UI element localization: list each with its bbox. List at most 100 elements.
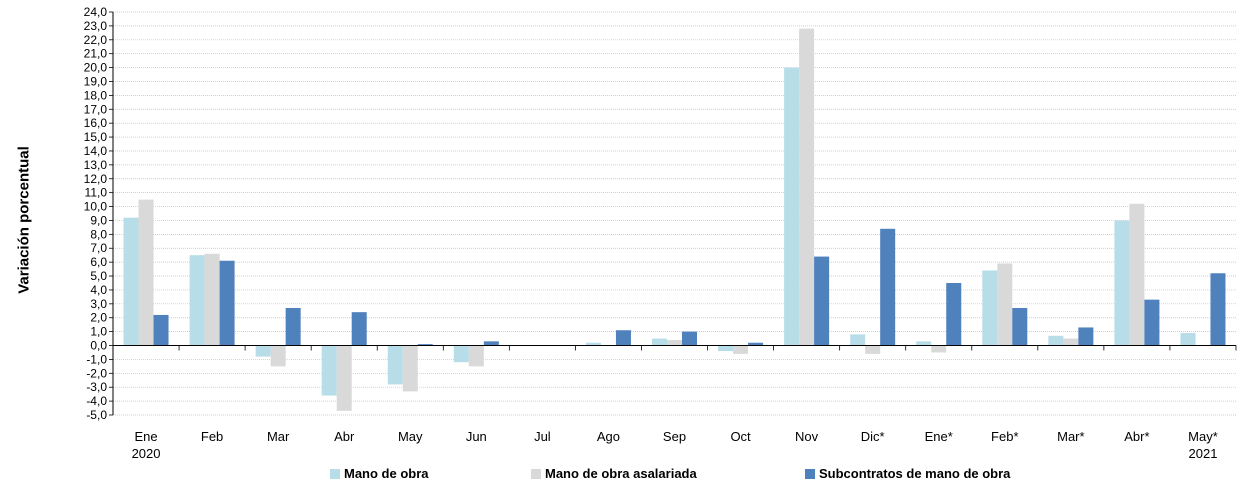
bar-mano-de-obra-asalariada bbox=[138, 199, 154, 346]
bar-mano-de-obra-asalariada bbox=[733, 345, 749, 354]
x-tick-label: Abr* bbox=[1124, 429, 1149, 444]
bar-mano-de-obra-asalariada bbox=[1129, 203, 1145, 346]
bar-mano-de-obra bbox=[585, 342, 601, 346]
bar-mano-de-obra-asalariada bbox=[204, 253, 220, 346]
y-tick-label: -4,0 bbox=[86, 394, 107, 408]
bar-mano-de-obra bbox=[453, 345, 469, 363]
y-tick-label: 15,0 bbox=[84, 130, 108, 144]
legend-label-subcontratos: Subcontratos de mano de obra bbox=[819, 466, 1011, 481]
x-tick-label: Jul bbox=[534, 429, 551, 444]
y-tick-label: 24,0 bbox=[84, 5, 108, 19]
legend-swatch-mano-de-obra bbox=[330, 468, 340, 479]
bar-subcontratos-de-mano-de-obra bbox=[285, 307, 301, 346]
bar-mano-de-obra-asalariada bbox=[997, 263, 1013, 346]
y-tick-label: 13,0 bbox=[84, 158, 108, 172]
x-tick-label: Abr bbox=[334, 429, 355, 444]
bar-mano-de-obra bbox=[652, 338, 667, 346]
bar-mano-de-obra-asalariada bbox=[1063, 338, 1079, 346]
y-tick-label: 16,0 bbox=[84, 116, 108, 130]
y-tick-label: 19,0 bbox=[84, 74, 108, 88]
x-tick-label: Ene bbox=[134, 429, 157, 444]
bar-subcontratos-de-mano-de-obra bbox=[417, 344, 433, 346]
y-tick-label: 5,0 bbox=[90, 269, 107, 283]
x-tick-label: Dic* bbox=[861, 429, 885, 444]
bar-subcontratos-de-mano-de-obra bbox=[1078, 327, 1094, 346]
bar-subcontratos-de-mano-de-obra bbox=[615, 330, 631, 346]
y-tick-label: 14,0 bbox=[84, 144, 108, 158]
bar-mano-de-obra-asalariada bbox=[468, 345, 484, 367]
legend-item-subcontratos: Subcontratos de mano de obra bbox=[805, 466, 1010, 481]
y-tick-label: 17,0 bbox=[84, 102, 108, 116]
y-tick-label: 9,0 bbox=[90, 213, 107, 227]
y-tick-label: 10,0 bbox=[84, 200, 108, 214]
x-tick-label: Ene* bbox=[925, 429, 953, 444]
x-tick-label: Ago bbox=[597, 429, 620, 444]
bar-mano-de-obra bbox=[1114, 220, 1130, 346]
y-axis-label-text: Variación porcentual bbox=[15, 146, 33, 294]
x-tick-label: Oct bbox=[730, 429, 751, 444]
x-tick-label: May bbox=[398, 429, 423, 444]
bar-subcontratos-de-mano-de-obra bbox=[219, 260, 235, 346]
x-tick-label: Sep bbox=[663, 429, 686, 444]
legend-item-mano-de-obra: Mano de obra bbox=[330, 466, 429, 481]
y-tick-label: 1,0 bbox=[90, 325, 107, 339]
bar-subcontratos-de-mano-de-obra bbox=[483, 341, 499, 346]
y-tick-label: 11,0 bbox=[85, 186, 108, 200]
legend-label-mano-de-obra-asalariada: Mano de obra asalariada bbox=[545, 466, 697, 481]
bar-mano-de-obra bbox=[255, 345, 271, 357]
y-tick-label: 21,0 bbox=[84, 47, 108, 61]
bar-mano-de-obra bbox=[850, 334, 866, 346]
bar-mano-de-obra bbox=[982, 270, 998, 346]
y-tick-label: -5,0 bbox=[86, 408, 107, 422]
year-label: 2021 bbox=[1189, 446, 1218, 461]
bar-subcontratos-de-mano-de-obra bbox=[1210, 273, 1226, 346]
bar-mano-de-obra-asalariada bbox=[931, 345, 947, 353]
bar-mano-de-obra-asalariada bbox=[336, 345, 352, 411]
x-tick-label: May* bbox=[1188, 429, 1218, 444]
bar-mano-de-obra-asalariada bbox=[799, 28, 815, 346]
x-tick-label: Feb* bbox=[991, 429, 1018, 444]
bar-mano-de-obra bbox=[916, 341, 932, 346]
bar-subcontratos-de-mano-de-obra bbox=[748, 342, 764, 346]
y-tick-label: 12,0 bbox=[84, 172, 108, 186]
bar-subcontratos-de-mano-de-obra bbox=[153, 314, 169, 346]
y-tick-label: 3,0 bbox=[90, 297, 107, 311]
x-tick-label: Mar bbox=[267, 429, 290, 444]
y-axis-label: Variación porcentual bbox=[14, 146, 34, 294]
bar-mano-de-obra bbox=[784, 67, 800, 346]
legend-label-mano-de-obra: Mano de obra bbox=[344, 466, 429, 481]
legend-swatch-subcontratos bbox=[805, 468, 815, 479]
x-tick-label: Mar* bbox=[1057, 429, 1084, 444]
y-tick-label: 23,0 bbox=[84, 19, 108, 33]
bar-subcontratos-de-mano-de-obra bbox=[1144, 299, 1160, 346]
x-tick-label: Jun bbox=[466, 429, 487, 444]
legend-item-mano-de-obra-asalariada: Mano de obra asalariada bbox=[531, 466, 697, 481]
bar-mano-de-obra bbox=[189, 255, 205, 346]
bar-mano-de-obra-asalariada bbox=[667, 339, 682, 346]
y-tick-label: 20,0 bbox=[84, 61, 108, 75]
year-label: 2020 bbox=[132, 446, 161, 461]
y-tick-label: 8,0 bbox=[90, 227, 107, 241]
bar-mano-de-obra bbox=[321, 345, 337, 396]
x-tick-label: Feb bbox=[201, 429, 223, 444]
bar-mano-de-obra bbox=[123, 217, 139, 346]
bar-mano-de-obra-asalariada bbox=[402, 345, 418, 392]
bar-mano-de-obra-asalariada bbox=[270, 345, 286, 367]
bar-mano-de-obra-asalariada bbox=[865, 345, 881, 354]
x-tick-label: Nov bbox=[795, 429, 819, 444]
bar-subcontratos-de-mano-de-obra bbox=[946, 282, 962, 346]
y-tick-label: 2,0 bbox=[90, 311, 107, 325]
y-tick-label: -3,0 bbox=[86, 380, 107, 394]
y-tick-label: 18,0 bbox=[84, 88, 108, 102]
bar-subcontratos-de-mano-de-obra bbox=[1012, 307, 1028, 346]
bar-subcontratos-de-mano-de-obra bbox=[880, 228, 896, 346]
bar-subcontratos-de-mano-de-obra bbox=[351, 312, 367, 346]
bar-mano-de-obra bbox=[718, 345, 734, 352]
y-tick-label: 4,0 bbox=[90, 283, 107, 297]
bar-mano-de-obra bbox=[387, 345, 403, 385]
y-tick-label: 6,0 bbox=[90, 255, 107, 269]
y-tick-label: 0,0 bbox=[90, 339, 107, 353]
bar-mano-de-obra bbox=[1048, 335, 1064, 346]
y-tick-label: -1,0 bbox=[86, 352, 107, 366]
